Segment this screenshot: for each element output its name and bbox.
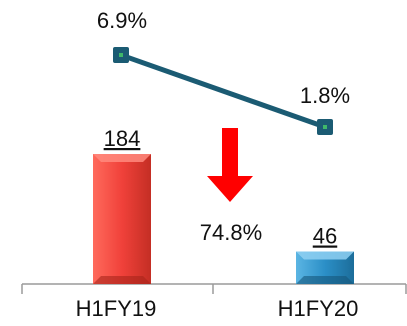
bar-h1fy19 [93,154,151,284]
bar-value-label-h1fy19: 184 [104,126,141,151]
line-marker-h1fy20 [317,119,333,135]
change-percent-label: 74.8% [200,220,262,245]
trend-line [120,52,326,130]
x-tick-label-h1fy19: H1FY19 [76,296,157,321]
line-value-label-h1fy20: 1.8% [300,83,350,108]
decrease-arrow-icon [207,128,253,202]
bar-h1fy20 [296,251,354,284]
line-marker-h1fy19 [113,47,129,63]
line-value-label-h1fy19: 6.9% [97,8,147,33]
bar-value-label-h1fy20: 46 [313,224,337,249]
x-tick-label-h1fy20: H1FY20 [278,296,359,321]
